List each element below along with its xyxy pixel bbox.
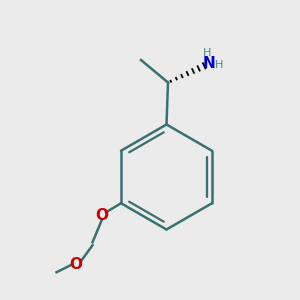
Text: O: O — [70, 257, 83, 272]
Text: O: O — [95, 208, 108, 223]
Text: H: H — [215, 59, 223, 70]
Text: H: H — [203, 48, 211, 58]
Text: N: N — [202, 56, 215, 70]
